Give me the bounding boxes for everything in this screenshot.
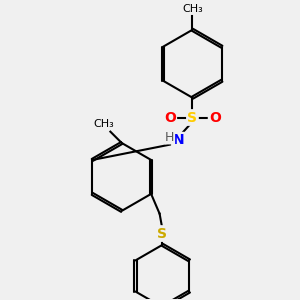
Text: CH₃: CH₃ (182, 4, 203, 14)
Text: O: O (164, 110, 176, 124)
Text: H: H (165, 131, 175, 144)
Text: N: N (172, 133, 184, 147)
Text: CH₃: CH₃ (93, 119, 114, 129)
Text: S: S (158, 226, 167, 241)
Text: S: S (188, 110, 197, 124)
Text: O: O (209, 110, 221, 124)
